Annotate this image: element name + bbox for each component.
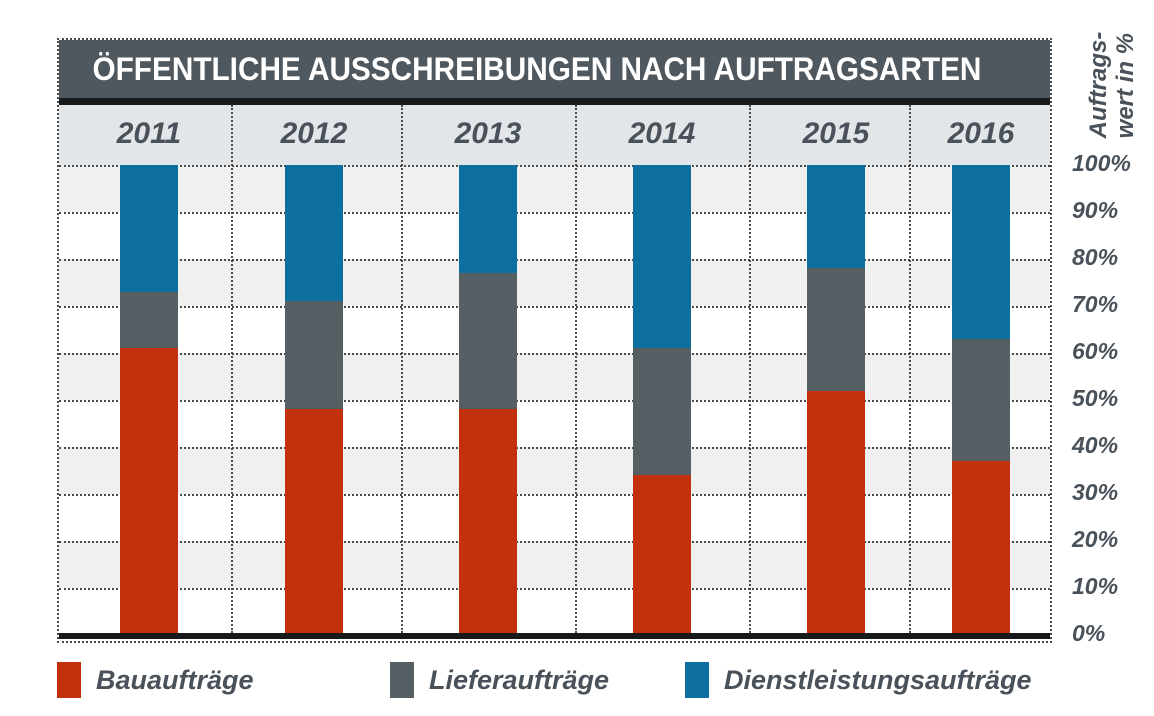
gridline [59, 165, 1050, 167]
gridline [59, 353, 1050, 355]
plot-stripe [59, 447, 1050, 494]
bar-segment [952, 165, 1010, 339]
bar-segment [952, 338, 1010, 462]
y-tick-label: 50% [1072, 385, 1119, 411]
years-band [59, 105, 1050, 165]
bar-segment [633, 165, 691, 349]
y-tick-label: 40% [1072, 432, 1119, 458]
chart-title: ÖFFENTLICHE AUSSCHREIBUNGEN NACH AUFTRAG… [92, 50, 982, 87]
plot-stripe [59, 400, 1050, 447]
legend: Bauaufträge Lieferaufträge Dienstleistungs… [0, 652, 1154, 708]
y-tick-label: 70% [1072, 291, 1119, 317]
plot-stripe [59, 165, 1050, 212]
bar-segment [285, 165, 343, 302]
bar-segment [633, 475, 691, 635]
plot-stripe [59, 306, 1050, 353]
bar-segment [633, 348, 691, 476]
column-separator [231, 105, 233, 633]
plot-stripe [59, 541, 1050, 588]
legend-swatch [57, 662, 81, 698]
bar-segment [285, 409, 343, 635]
year-label: 2015 [802, 117, 870, 150]
legend-label: Bauaufträge [96, 664, 254, 695]
bar-segment [459, 273, 517, 410]
legend-item: Lieferaufträge [390, 652, 609, 708]
legend-item: Bauaufträge [57, 652, 254, 708]
y-tick-label: 80% [1072, 244, 1119, 270]
y-tick-label: 0% [1072, 620, 1106, 646]
x-axis-line [59, 633, 1050, 639]
column-separator [575, 105, 577, 633]
plot-stripe [59, 494, 1050, 541]
gridline [59, 541, 1050, 543]
bar-segment [120, 348, 178, 635]
legend-label: Lieferaufträge [429, 664, 610, 695]
bar-segment [120, 291, 178, 349]
gridline [59, 259, 1050, 261]
year-label: 2013 [454, 117, 522, 150]
gridline [59, 306, 1050, 308]
year-label: 2014 [628, 117, 696, 150]
year-label: 2011 [116, 117, 182, 150]
chart-panel: ÖFFENTLICHE AUSSCHREIBUNGEN NACH AUFTRAG… [57, 38, 1052, 643]
year-label: 2016 [947, 117, 1015, 150]
y-tick-label: 60% [1072, 338, 1119, 364]
legend-swatch [685, 662, 709, 698]
bar-segment [120, 165, 178, 292]
bar-segment [952, 461, 1010, 635]
y-axis-title-text: Auftrags- wert in % [1085, 31, 1139, 139]
column-separator [909, 105, 911, 633]
legend-label: Dienstleistungsaufträge [724, 664, 1032, 695]
plot-stripe [59, 259, 1050, 306]
column-separator [749, 105, 751, 633]
bar-segment [807, 390, 865, 635]
y-tick-label: 10% [1072, 573, 1119, 599]
plot-stripe [59, 353, 1050, 400]
bar-segment [459, 165, 517, 274]
gridline [59, 400, 1050, 402]
y-tick-label: 100% [1072, 150, 1131, 176]
legend-item: Dienstleistungsaufträge [685, 652, 1032, 708]
column-separator [401, 105, 403, 633]
bar-segment [807, 165, 865, 269]
bar-segment [807, 268, 865, 391]
y-tick-label: 90% [1072, 197, 1119, 223]
bar-segment [459, 409, 517, 635]
gridline [59, 212, 1050, 214]
gridline [59, 588, 1050, 590]
gridline [59, 447, 1050, 449]
plot-stripe [59, 212, 1050, 259]
y-tick-label: 30% [1072, 479, 1119, 505]
gridline [59, 494, 1050, 496]
legend-swatch [390, 662, 414, 698]
plot-stripe [59, 588, 1050, 635]
y-tick-label: 20% [1072, 526, 1119, 552]
year-label: 2012 [280, 117, 348, 150]
bar-segment [285, 301, 343, 410]
chart-title-bar: ÖFFENTLICHE AUSSCHREIBUNGEN NACH AUFTRAG… [59, 40, 1050, 105]
